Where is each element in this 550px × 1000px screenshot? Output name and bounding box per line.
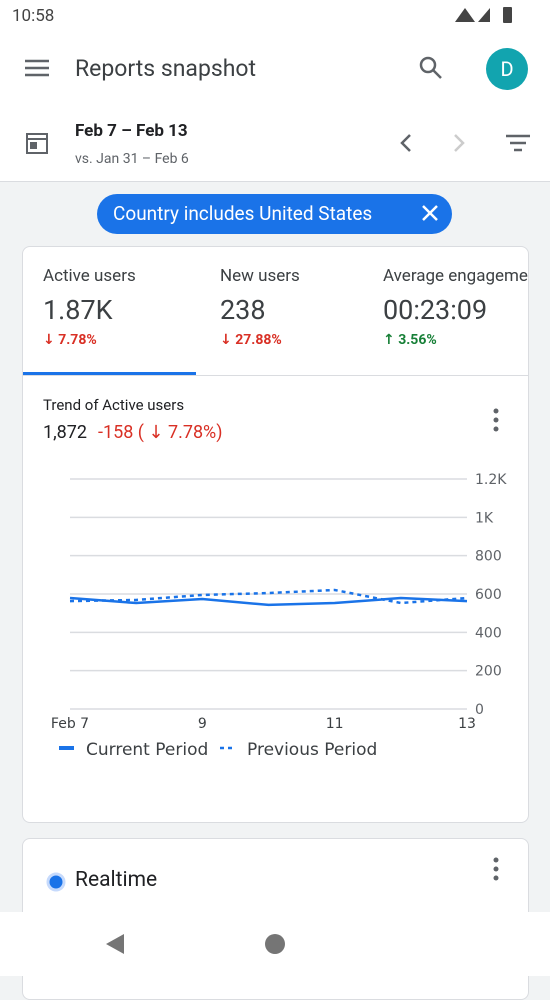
series-line (69, 596, 468, 607)
chip-close[interactable] (422, 205, 438, 221)
metric-value: 00:23:09 (383, 294, 488, 326)
y-tick-label: 0 (475, 702, 484, 718)
x-tick-label: 13 (458, 716, 476, 732)
x-tick-label: 9 (198, 716, 207, 732)
back-button[interactable] (106, 934, 124, 954)
realtime-title: Realtime (75, 868, 158, 892)
series-line (69, 588, 468, 605)
next-button[interactable] (454, 134, 465, 152)
metric-change: ↑ 3.56% (383, 332, 437, 348)
metric-label: Active users (43, 266, 136, 286)
summary-card (22, 246, 529, 823)
app-title: Reports snapshot (75, 55, 257, 82)
trend-delta: -158 ( ↓ 7.78%) (98, 422, 223, 443)
metric-value: 1.87K (43, 294, 113, 326)
legend-label: Previous Period (247, 740, 377, 760)
y-tick-label: 1.2K (475, 472, 507, 488)
metric-label: New users (220, 266, 300, 286)
y-tick-label: 600 (475, 587, 502, 603)
metric-change: ↓ 7.78% (43, 332, 97, 348)
line-chart: 0 200 400 600 800 1K 1.2K Feb 7 9 11 13 Current Per… (51, 472, 507, 760)
metric-tab[interactable]: Average engagement time 00:23:09 ↑ 3.56% (383, 266, 528, 348)
home-button[interactable] (265, 934, 285, 954)
filter-icon[interactable] (506, 134, 530, 152)
metric-tab[interactable]: New users 238 ↓ 27.88% (220, 266, 385, 348)
more-icon[interactable] (493, 408, 499, 432)
status-time: 10:58 (12, 6, 55, 26)
x-tick-label: 11 (326, 716, 344, 732)
filter-label: Country includes United States (113, 202, 373, 225)
overlay: 0 200 400 600 800 1K 1.2K Feb 7 9 11 13 Current Per… (25, 7, 530, 954)
trend-title: Trend of Active users (43, 396, 185, 414)
menu-icon[interactable] (25, 59, 49, 77)
avatar[interactable]: D (486, 48, 528, 90)
tab-indicator (23, 372, 196, 376)
status-icons (455, 7, 512, 23)
search-icon[interactable] (419, 56, 442, 79)
y-tick-label: 800 (475, 549, 502, 565)
date-range[interactable]: Feb 7 – Feb 13 (75, 121, 188, 141)
x-tick-label: Feb 7 (51, 716, 89, 732)
y-tick-label: 1K (475, 510, 494, 526)
metric-tab[interactable]: Active users 1.87K ↓ 7.78% (43, 266, 208, 348)
y-tick-label: 200 (475, 664, 502, 680)
comparison-range: vs. Jan 31 – Feb 6 (75, 151, 189, 167)
realtime-dot (46, 872, 66, 892)
metric-label: Average engagement time (383, 266, 528, 286)
metric-value: 238 (220, 294, 266, 326)
divider (23, 375, 528, 376)
y-tick-label: 400 (475, 625, 502, 641)
prev-button[interactable] (400, 134, 411, 152)
filter-chip[interactable] (97, 194, 452, 234)
legend-label: Current Period (86, 740, 208, 760)
trend-value: 1,872 (43, 422, 88, 443)
more-icon[interactable] (493, 857, 499, 881)
metric-change: ↓ 27.88% (220, 332, 282, 348)
header (0, 0, 550, 182)
calendar-icon[interactable] (26, 133, 48, 154)
